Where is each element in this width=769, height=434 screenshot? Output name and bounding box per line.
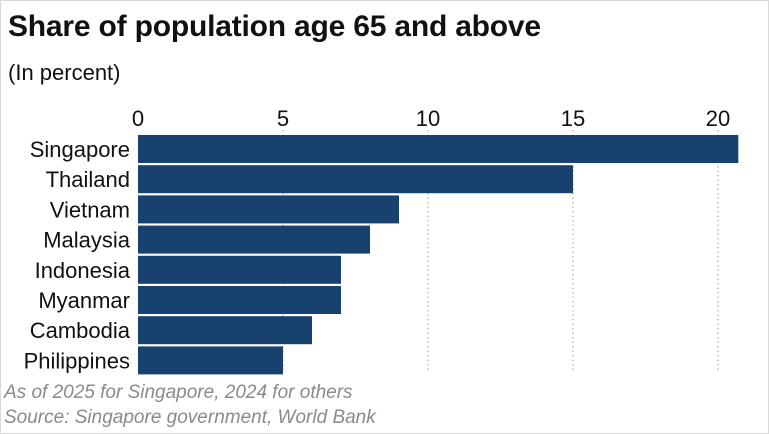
x-tick-label: 10 (416, 106, 440, 131)
bar-cambodia (138, 316, 312, 345)
chart-subtitle: (In percent) (8, 60, 121, 85)
x-tick-label: 0 (132, 106, 144, 131)
bar-indonesia (138, 255, 341, 284)
bar-singapore (138, 135, 739, 163)
bar-myanmar (138, 286, 341, 314)
x-tick-label: 5 (277, 106, 289, 131)
category-label: Singapore (30, 137, 130, 162)
bar-vietnam (138, 195, 399, 224)
x-tick-label: 20 (706, 106, 730, 131)
category-label: Cambodia (30, 318, 131, 343)
chart-title: Share of population age 65 and above (8, 10, 541, 43)
bars (138, 135, 739, 375)
footnote-source: Source: Singapore government, World Bank (4, 407, 376, 428)
x-axis-ticks: 0 5 10 15 20 (132, 106, 730, 131)
category-label: Thailand (46, 167, 130, 192)
bar-philippines (138, 346, 283, 375)
footnote-note: As of 2025 for Singapore, 2024 for other… (4, 382, 353, 403)
category-label: Malaysia (43, 228, 131, 253)
category-labels: Singapore Thailand Vietnam Malaysia Indonesi… (24, 137, 131, 373)
x-tick-label: 15 (561, 106, 585, 131)
category-label: Myanmar (38, 288, 130, 313)
category-label: Philippines (24, 348, 130, 373)
category-label: Indonesia (35, 258, 131, 283)
bar-thailand (138, 165, 573, 194)
bar-malaysia (138, 225, 370, 254)
category-label: Vietnam (50, 197, 130, 222)
